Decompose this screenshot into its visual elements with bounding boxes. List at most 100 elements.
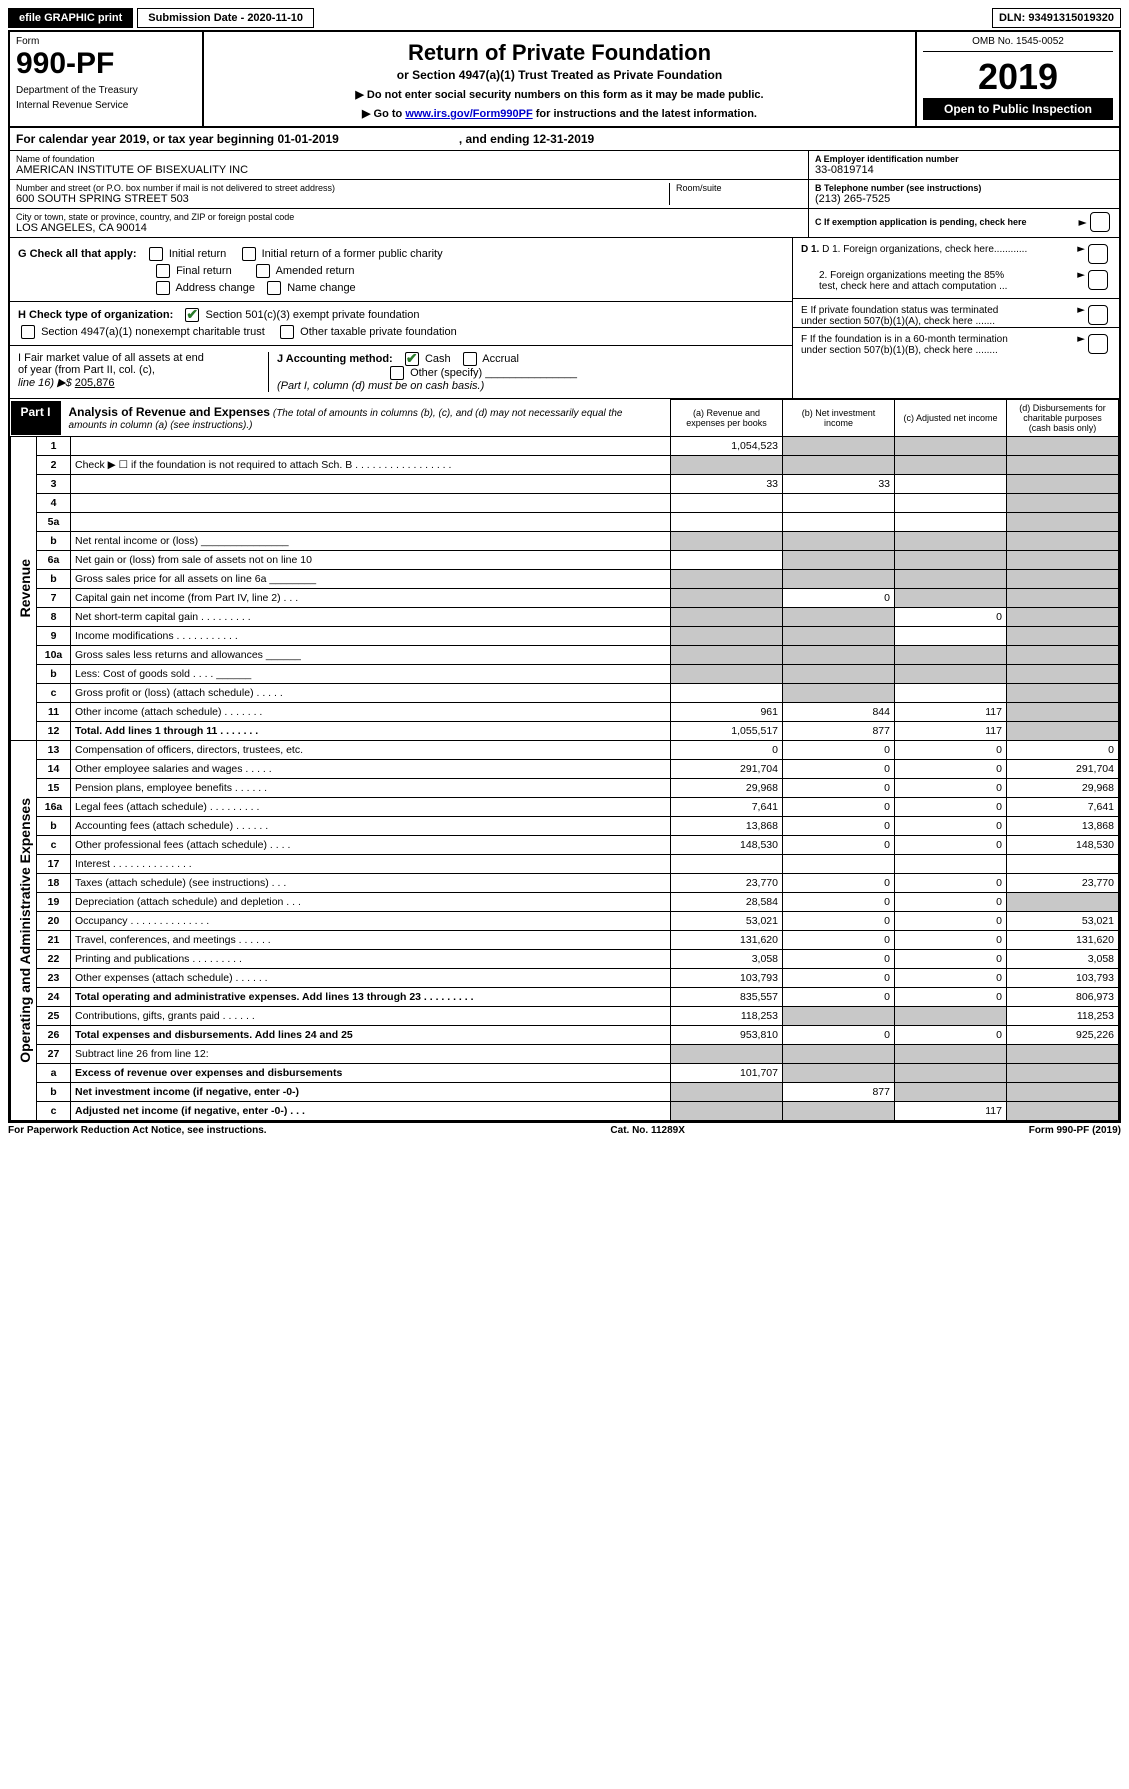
- cell-col-a: 1,054,523: [671, 437, 783, 456]
- cell-col-a: 7,641: [671, 798, 783, 817]
- table-row: bAccounting fees (attach schedule) . . .…: [11, 817, 1119, 836]
- row-description: Less: Cost of goods sold . . . . ______: [71, 665, 671, 684]
- name-change-cb[interactable]: [267, 281, 281, 295]
- cell-col-b: 0: [783, 817, 895, 836]
- initial-return-cb[interactable]: [149, 247, 163, 261]
- ein-label: A Employer identification number: [815, 154, 1113, 164]
- table-row: 15Pension plans, employee benefits . . .…: [11, 779, 1119, 798]
- table-row: bNet investment income (if negative, ent…: [11, 1083, 1119, 1102]
- row-number: 23: [37, 969, 71, 988]
- row-description: Gross sales price for all assets on line…: [71, 570, 671, 589]
- row-description: Other employee salaries and wages . . . …: [71, 760, 671, 779]
- cell-col-d: 13,868: [1007, 817, 1119, 836]
- cell-col-b: 0: [783, 1026, 895, 1045]
- d2-cb[interactable]: [1088, 270, 1108, 290]
- address-change-cb[interactable]: [156, 281, 170, 295]
- row-number: c: [37, 836, 71, 855]
- cash-cb[interactable]: [405, 352, 419, 366]
- table-row: bLess: Cost of goods sold . . . . ______: [11, 665, 1119, 684]
- cell-col-d: 23,770: [1007, 874, 1119, 893]
- cell-col-c: 117: [895, 722, 1007, 741]
- row-number: 12: [37, 722, 71, 741]
- cell-col-a: 23,770: [671, 874, 783, 893]
- row-number: 24: [37, 988, 71, 1007]
- irs-link[interactable]: www.irs.gov/Form990PF: [405, 108, 532, 120]
- cell-col-d: 53,021: [1007, 912, 1119, 931]
- cell-col-a: 148,530: [671, 836, 783, 855]
- row-description: Total expenses and disbursements. Add li…: [71, 1026, 671, 1045]
- cell-col-c: [895, 627, 1007, 646]
- cell-col-a: [671, 570, 783, 589]
- cell-col-d: 806,973: [1007, 988, 1119, 1007]
- cell-col-c: 0: [895, 741, 1007, 760]
- cell-col-c: [895, 646, 1007, 665]
- irs-label: Internal Revenue Service: [16, 100, 196, 111]
- cell-col-d: 0: [1007, 741, 1119, 760]
- form-title: Return of Private Foundation: [210, 40, 909, 66]
- cell-col-b: 0: [783, 798, 895, 817]
- row-description: Gross sales less returns and allowances …: [71, 646, 671, 665]
- tax-year: 2019: [923, 56, 1113, 98]
- d1-cb[interactable]: [1088, 244, 1108, 264]
- row-description: Check ▶ ☐ if the foundation is not requi…: [71, 456, 671, 475]
- cell-col-b: [783, 1007, 895, 1026]
- row-description: [71, 437, 671, 456]
- cell-col-b: 33: [783, 475, 895, 494]
- row-number: 2: [37, 456, 71, 475]
- row-number: b: [37, 665, 71, 684]
- row-description: Depreciation (attach schedule) and deple…: [71, 893, 671, 912]
- calendar-year-row: For calendar year 2019, or tax year begi…: [10, 128, 1119, 151]
- other-taxable-cb[interactable]: [280, 325, 294, 339]
- table-row: 17Interest . . . . . . . . . . . . . .: [11, 855, 1119, 874]
- accrual-cb[interactable]: [463, 352, 477, 366]
- cell-col-b: [783, 494, 895, 513]
- table-row: 6aNet gain or (loss) from sale of assets…: [11, 551, 1119, 570]
- row-description: Total. Add lines 1 through 11 . . . . . …: [71, 722, 671, 741]
- c-checkbox[interactable]: [1090, 212, 1110, 232]
- cell-col-a: 13,868: [671, 817, 783, 836]
- row-number: 25: [37, 1007, 71, 1026]
- row-number: 11: [37, 703, 71, 722]
- cell-col-b: 0: [783, 589, 895, 608]
- row-number: 15: [37, 779, 71, 798]
- other-method-cb[interactable]: [390, 366, 404, 380]
- ssn-warning: ▶ Do not enter social security numbers o…: [210, 88, 909, 101]
- row-description: Pension plans, employee benefits . . . .…: [71, 779, 671, 798]
- cell-col-c: 0: [895, 760, 1007, 779]
- goto-note: ▶ Go to www.irs.gov/Form990PF for instru…: [210, 107, 909, 120]
- 501c3-cb[interactable]: [185, 308, 199, 322]
- cell-col-b: [783, 1102, 895, 1121]
- final-return-cb[interactable]: [156, 264, 170, 278]
- row-description: Other expenses (attach schedule) . . . .…: [71, 969, 671, 988]
- cell-col-b: [783, 646, 895, 665]
- cell-col-c: [895, 684, 1007, 703]
- cell-col-d: 291,704: [1007, 760, 1119, 779]
- row-description: Occupancy . . . . . . . . . . . . . .: [71, 912, 671, 931]
- cell-col-c: [895, 570, 1007, 589]
- 4947-cb[interactable]: [21, 325, 35, 339]
- row-number: a: [37, 1064, 71, 1083]
- cell-col-a: [671, 589, 783, 608]
- row-description: Adjusted net income (if negative, enter …: [71, 1102, 671, 1121]
- row-description: Compensation of officers, directors, tru…: [71, 741, 671, 760]
- cell-col-b: [783, 684, 895, 703]
- initial-former-cb[interactable]: [242, 247, 256, 261]
- row-number: 19: [37, 893, 71, 912]
- cell-col-c: 0: [895, 798, 1007, 817]
- amended-return-cb[interactable]: [256, 264, 270, 278]
- cell-col-d: 925,226: [1007, 1026, 1119, 1045]
- c-label: C If exemption application is pending, c…: [815, 217, 1079, 227]
- efile-button[interactable]: efile GRAPHIC print: [8, 8, 133, 28]
- col-b-header: (b) Net investment income: [783, 400, 895, 437]
- cell-col-a: [671, 494, 783, 513]
- cell-col-d: [1007, 513, 1119, 532]
- e-cb[interactable]: [1088, 305, 1108, 325]
- row-description: Accounting fees (attach schedule) . . . …: [71, 817, 671, 836]
- table-row: 18Taxes (attach schedule) (see instructi…: [11, 874, 1119, 893]
- f-cb[interactable]: [1088, 334, 1108, 354]
- table-row: 22Printing and publications . . . . . . …: [11, 950, 1119, 969]
- row-description: Contributions, gifts, grants paid . . . …: [71, 1007, 671, 1026]
- cell-col-b: 0: [783, 874, 895, 893]
- cell-col-b: [783, 551, 895, 570]
- table-row: 11Other income (attach schedule) . . . .…: [11, 703, 1119, 722]
